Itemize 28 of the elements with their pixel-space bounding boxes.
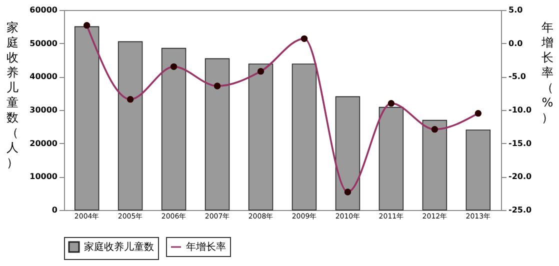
- y2-axis-title: 年增长率（%）: [540, 20, 554, 124]
- y-tick-label: 60000: [30, 6, 58, 14]
- legend-label: 年增长率: [186, 241, 226, 253]
- y2-tick-label: 5.0: [508, 6, 524, 14]
- bar: [74, 26, 100, 210]
- bar: [248, 64, 274, 210]
- bar: [378, 106, 404, 210]
- legend-label: 家庭收养儿童数: [84, 241, 154, 253]
- bar: [161, 48, 186, 210]
- y2-tick-label: -15.0: [508, 138, 532, 148]
- y-tick-label: 30000: [30, 106, 58, 114]
- bar: [292, 64, 317, 210]
- y-tick-label: 0: [52, 206, 58, 214]
- y-tick-label: 50000: [30, 38, 58, 48]
- y2-tick-label: -5.0: [508, 72, 526, 82]
- text: 家庭收养儿童数（人）: [6, 20, 18, 170]
- y2-tick-label: 0.0: [508, 38, 524, 48]
- y-tick-label: 20000: [30, 138, 58, 148]
- y2-tick-label: -10.0: [508, 106, 532, 114]
- bar: [422, 120, 448, 210]
- bar: [204, 58, 230, 210]
- y2-tick-label: -25.0: [508, 206, 532, 214]
- y2-tick-label: -20.0: [508, 172, 532, 182]
- bar: [335, 96, 360, 210]
- bar: [118, 41, 143, 210]
- y-tick-label: 10000: [30, 172, 58, 182]
- y-tick-label: 40000: [30, 72, 58, 82]
- bar: [466, 130, 491, 210]
